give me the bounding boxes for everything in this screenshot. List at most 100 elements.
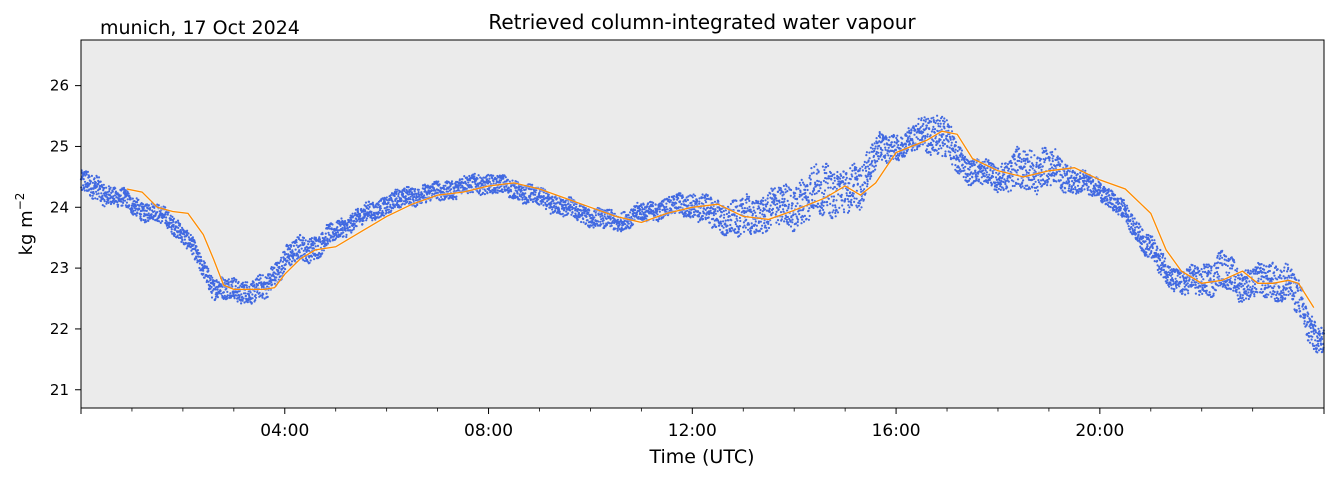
data-point xyxy=(633,211,636,215)
data-point xyxy=(1010,164,1013,168)
data-point xyxy=(743,230,746,233)
data-point xyxy=(743,224,746,227)
data-point xyxy=(730,219,733,222)
data-point xyxy=(762,196,765,199)
data-point xyxy=(771,207,775,210)
data-point xyxy=(170,230,173,233)
data-point xyxy=(135,207,138,210)
data-point xyxy=(99,180,102,183)
data-point xyxy=(755,224,759,227)
data-point xyxy=(1021,181,1024,184)
data-point xyxy=(391,200,394,203)
data-point xyxy=(853,197,856,200)
data-point xyxy=(829,186,832,189)
data-point xyxy=(414,188,417,191)
data-point xyxy=(843,211,846,214)
data-point xyxy=(854,172,857,175)
data-point xyxy=(244,281,247,284)
data-point xyxy=(691,196,694,199)
data-point xyxy=(274,272,277,275)
data-point xyxy=(263,297,266,300)
data-point xyxy=(1004,162,1007,165)
data-point xyxy=(200,259,203,263)
data-point xyxy=(488,177,491,180)
data-point xyxy=(236,300,239,303)
data-point xyxy=(565,210,568,213)
data-point xyxy=(884,148,887,151)
data-point xyxy=(608,208,611,211)
data-point xyxy=(308,261,311,264)
data-point xyxy=(985,171,989,174)
data-point xyxy=(286,259,289,262)
data-point xyxy=(175,225,178,228)
data-point xyxy=(855,166,858,169)
data-point xyxy=(635,213,638,216)
data-point xyxy=(968,177,972,180)
data-point xyxy=(127,192,130,195)
data-point xyxy=(250,301,253,304)
data-point xyxy=(875,137,878,140)
data-point xyxy=(376,206,379,209)
data-point xyxy=(134,212,137,216)
data-point xyxy=(1001,162,1004,165)
data-point xyxy=(98,195,101,198)
data-point xyxy=(842,170,845,173)
data-point xyxy=(339,233,342,237)
data-point xyxy=(847,200,850,203)
data-point xyxy=(957,166,961,169)
data-point xyxy=(510,190,513,193)
data-point xyxy=(324,235,327,239)
data-point xyxy=(511,179,514,182)
data-point xyxy=(673,195,676,198)
data-point xyxy=(629,211,632,214)
data-point xyxy=(275,264,279,267)
data-point xyxy=(918,145,921,148)
data-point xyxy=(681,196,685,199)
data-point xyxy=(974,171,977,174)
data-point xyxy=(658,217,661,221)
data-point xyxy=(504,176,507,179)
data-point xyxy=(866,185,869,188)
data-point xyxy=(689,212,693,215)
data-point xyxy=(342,235,345,238)
data-point xyxy=(292,244,295,247)
data-point xyxy=(953,157,956,160)
data-point xyxy=(287,244,290,247)
data-point xyxy=(101,204,104,207)
data-point xyxy=(597,220,600,223)
data-point xyxy=(1001,176,1004,179)
data-point xyxy=(143,205,146,208)
data-point xyxy=(218,285,222,288)
data-point xyxy=(379,205,382,208)
data-point xyxy=(854,168,858,171)
data-point xyxy=(471,180,474,184)
data-point xyxy=(840,195,843,199)
data-point xyxy=(199,256,202,259)
data-point xyxy=(783,197,786,201)
data-point xyxy=(215,279,218,282)
data-point xyxy=(804,188,807,191)
data-point xyxy=(129,198,132,201)
data-point xyxy=(734,228,737,231)
data-point xyxy=(270,266,273,269)
data-point xyxy=(176,219,180,222)
data-point xyxy=(701,193,704,196)
data-point xyxy=(640,213,643,216)
data-point xyxy=(726,224,729,227)
data-point xyxy=(922,131,925,134)
data-point xyxy=(758,230,761,233)
data-point xyxy=(767,226,771,230)
data-point xyxy=(944,152,947,156)
data-point xyxy=(256,284,259,287)
data-point xyxy=(463,175,466,178)
data-point xyxy=(326,240,329,243)
data-point xyxy=(932,146,935,149)
data-point xyxy=(757,220,761,223)
data-point xyxy=(530,198,533,201)
data-point xyxy=(586,219,589,222)
data-point xyxy=(720,214,723,217)
data-point xyxy=(1024,162,1027,165)
data-point xyxy=(833,176,836,179)
data-point xyxy=(885,136,888,140)
data-point xyxy=(830,178,833,181)
